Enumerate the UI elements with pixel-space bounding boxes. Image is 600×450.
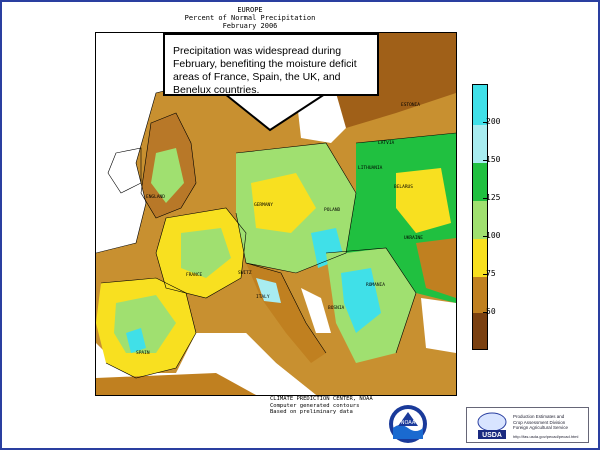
usda-text-line-2: Crop Assessment Division: [513, 419, 566, 425]
legend-tick-200: 200: [482, 117, 501, 126]
map-subtitle: Percent of Normal Precipitation: [184, 14, 316, 22]
land-uk-green: [151, 148, 184, 203]
label-lithuania: LITHUANIA: [358, 166, 383, 171]
usda-url[interactable]: http://fas.usda.gov/pecad/pecad.html: [513, 434, 579, 439]
legend-tick-50: 50: [483, 307, 496, 316]
usda-text-line-1: Production Estimates and: [513, 414, 565, 419]
map-title: EUROPE: [237, 6, 263, 14]
legend-swatch-50-75: [473, 277, 487, 313]
usda-pecad-logo: USDA Production Estimates and Crop Asses…: [466, 407, 589, 443]
legend-swatch-below50: [473, 313, 487, 349]
usda-text-line-3: Foreign Agricultural Service: [513, 425, 569, 430]
legend-swatch-above200: [473, 85, 487, 125]
label-ukraine: UKRAINE: [404, 236, 423, 241]
usda-label: USDA: [482, 432, 502, 439]
land-east-brown: [416, 238, 456, 298]
legend-tick-125: 125: [482, 193, 501, 202]
usda-emblem-icon: USDA: [477, 412, 507, 439]
sea-black: [421, 298, 456, 353]
land-france-green: [181, 228, 231, 278]
land-central-yellow: [251, 173, 316, 233]
credit-line-2: Computer generated contours: [270, 402, 360, 409]
label-poland: POLAND: [324, 208, 341, 213]
label-romania: ROMANIA: [366, 283, 385, 288]
label-italy: ITALY: [256, 295, 270, 300]
sea-adriatic: [301, 288, 331, 333]
map-period: February 2006: [222, 22, 278, 30]
map-credit: CLIMATE PREDICTION CENTER, NOAA Computer…: [270, 396, 373, 416]
map-graphic: [96, 33, 456, 395]
credit-line-1: CLIMATE PREDICTION CENTER, NOAA: [270, 396, 373, 402]
label-belarus: BELARUS: [394, 185, 413, 190]
label-germany: GERMANY: [254, 203, 273, 208]
legend-swatch-75-100: [473, 239, 487, 277]
legend-swatch-125-150: [473, 163, 487, 201]
usda-text: Production Estimates and Crop Assessment…: [513, 414, 568, 431]
label-spain: SPAIN: [136, 351, 150, 356]
land-balkans-wet: [341, 268, 381, 333]
label-england: ENGLAND: [146, 195, 165, 200]
legend-tick-100: 100: [482, 231, 501, 240]
land-east-yellow: [396, 168, 451, 233]
legend-tick-75: 75: [483, 269, 496, 278]
label-switz: SWITZ: [238, 271, 252, 276]
label-estonia: ESTONIA: [401, 103, 420, 108]
sea-atlantic: [96, 33, 296, 253]
callout-box: Precipitation was widespread during Febr…: [163, 33, 379, 96]
land-africa: [96, 373, 256, 395]
legend-tick-150: 150: [482, 155, 501, 164]
land-italy-wet: [256, 278, 281, 303]
credit-line-3: Based on preliminary data: [270, 409, 353, 415]
land-iberia-wet: [126, 328, 146, 353]
legend-colorbar: [472, 84, 488, 350]
legend-swatch-100-125: [473, 201, 487, 239]
noaa-logo-text: NOAA: [401, 420, 416, 426]
label-bosnia: BOSNIA: [328, 306, 345, 311]
label-latvia: LATVIA: [378, 141, 395, 146]
precipitation-map: ESTONIA LATVIA LITHUANIA BELARUS POLAND …: [95, 32, 457, 396]
legend-swatch-150-200: [473, 125, 487, 163]
noaa-logo: NOAA: [389, 405, 427, 443]
label-france: FRANCE: [186, 273, 203, 278]
